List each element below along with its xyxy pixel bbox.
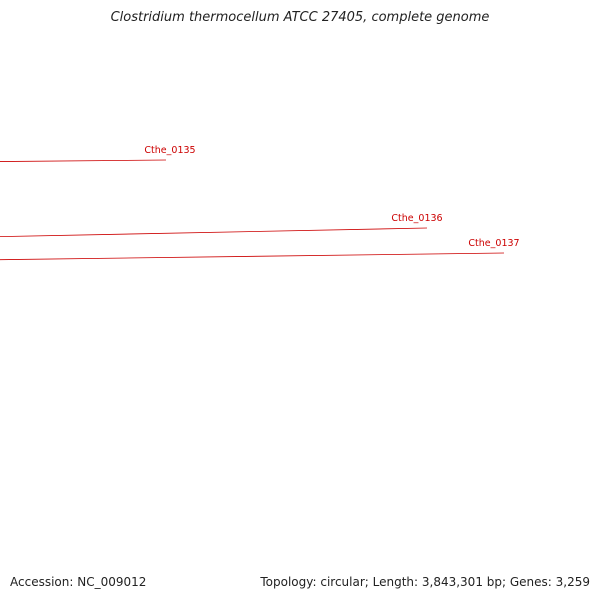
genome-summary-text: Topology: circular; Length: 3,843,301 bp… (260, 575, 590, 589)
label-layer: 169 kbp170 kbp171 kbp172 kbp173 kbp174 k… (0, 145, 520, 261)
gene-label: Cthe_0135 (144, 145, 195, 156)
gene-leader-line (0, 252, 505, 261)
gene-leader-line (0, 227, 428, 238)
accession-text: Accession: NC_009012 (10, 575, 147, 589)
gene-label: Cthe_0136 (391, 213, 442, 224)
gene-label: Cthe_0137 (468, 238, 519, 249)
gene-leader-line (0, 159, 167, 162)
map-title: Clostridium thermocellum ATCC 27405, com… (110, 10, 490, 25)
